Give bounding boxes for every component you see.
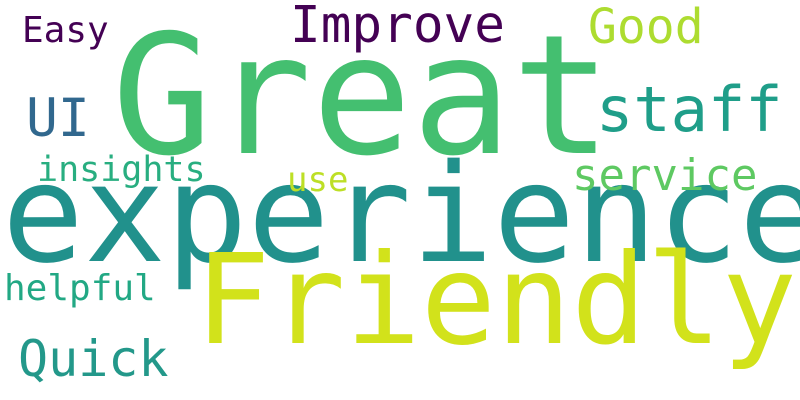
word-staff: staff xyxy=(596,73,783,146)
word-good: Good xyxy=(588,0,704,55)
word-improve: Improve xyxy=(290,0,505,55)
word-easy: Easy xyxy=(22,10,109,51)
word-quick: Quick xyxy=(18,330,169,388)
word-use: use xyxy=(287,160,349,200)
word-experience: experience xyxy=(2,136,800,294)
word-insights: insights xyxy=(37,150,206,190)
word-friendly: Friendly xyxy=(195,228,798,373)
word-ui: UI xyxy=(26,88,90,149)
word-great: Great xyxy=(112,0,612,193)
word-helpful: helpful xyxy=(4,268,156,309)
word-service: service xyxy=(572,150,758,201)
